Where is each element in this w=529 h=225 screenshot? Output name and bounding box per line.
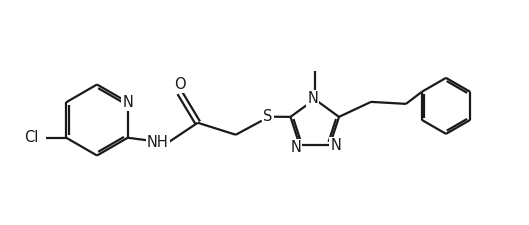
Text: Cl: Cl bbox=[24, 130, 38, 145]
Text: N: N bbox=[122, 95, 133, 110]
Text: N: N bbox=[290, 140, 301, 155]
Text: N: N bbox=[330, 138, 341, 153]
Text: N: N bbox=[307, 91, 318, 106]
Text: S: S bbox=[263, 109, 272, 124]
Text: O: O bbox=[174, 77, 186, 92]
Text: NH: NH bbox=[147, 135, 169, 150]
